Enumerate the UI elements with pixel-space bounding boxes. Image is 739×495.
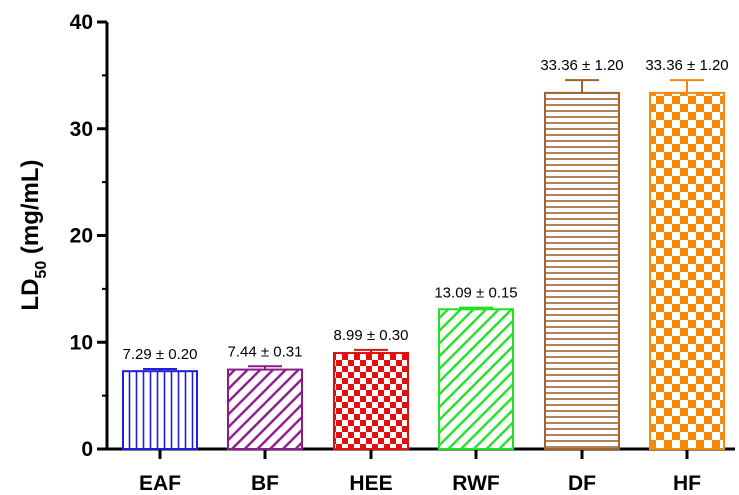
data-label-bf: 7.44 ± 0.31 <box>228 343 303 360</box>
bar-hee <box>333 352 409 450</box>
y-axis-title-subscript: 50 <box>33 261 50 279</box>
x-tick-label-eaf: EAF <box>139 472 181 495</box>
x-tick-label-hee: HEE <box>349 472 392 495</box>
error-bar-bf <box>248 365 282 370</box>
y-tick-label: 0 <box>81 438 93 461</box>
data-label-df: 33.36 ± 1.20 <box>540 57 623 74</box>
bar-df <box>544 91 620 451</box>
bar-rwf <box>438 308 514 450</box>
x-tick-label-hf: HF <box>673 472 701 495</box>
x-tick-label-bf: BF <box>251 472 279 495</box>
x-tick-label-df: DF <box>568 472 596 495</box>
error-bar-hf <box>670 79 704 93</box>
y-tick-label: 20 <box>70 225 93 248</box>
y-tick-label: 30 <box>70 118 93 141</box>
error-bar-eaf <box>143 368 177 372</box>
y-tick-label: 10 <box>70 331 93 354</box>
data-labels-group: 7.29 ± 0.20 7.44 ± 0.31 8.99 ± 0.30 13.09 ±… <box>123 57 729 363</box>
x-tick-label-rwf: RWF <box>452 472 500 495</box>
bar-bf <box>227 368 303 450</box>
y-axis-title: LD50 (mg/mL) <box>17 159 50 310</box>
data-label-hee: 8.99 ± 0.30 <box>334 327 409 344</box>
error-bar-rwf <box>459 306 493 310</box>
y-axis-title-unit: (mg/mL) <box>17 159 44 260</box>
y-axis-title-main: LD <box>17 279 44 311</box>
x-axis: EAF BF HEE RWF DF HF <box>105 447 735 495</box>
data-label-hf: 33.36 ± 1.20 <box>645 57 728 74</box>
y-axis: 0 10 20 30 40 <box>70 11 109 461</box>
bars-group <box>122 79 725 451</box>
data-label-eaf: 7.29 ± 0.20 <box>123 346 198 363</box>
error-bar-hee <box>354 348 388 354</box>
error-bar-df <box>565 79 599 93</box>
bar-eaf <box>122 370 198 451</box>
data-label-rwf: 13.09 ± 0.15 <box>434 285 517 302</box>
y-tick-label: 40 <box>70 11 93 34</box>
bar-hf <box>649 91 725 451</box>
